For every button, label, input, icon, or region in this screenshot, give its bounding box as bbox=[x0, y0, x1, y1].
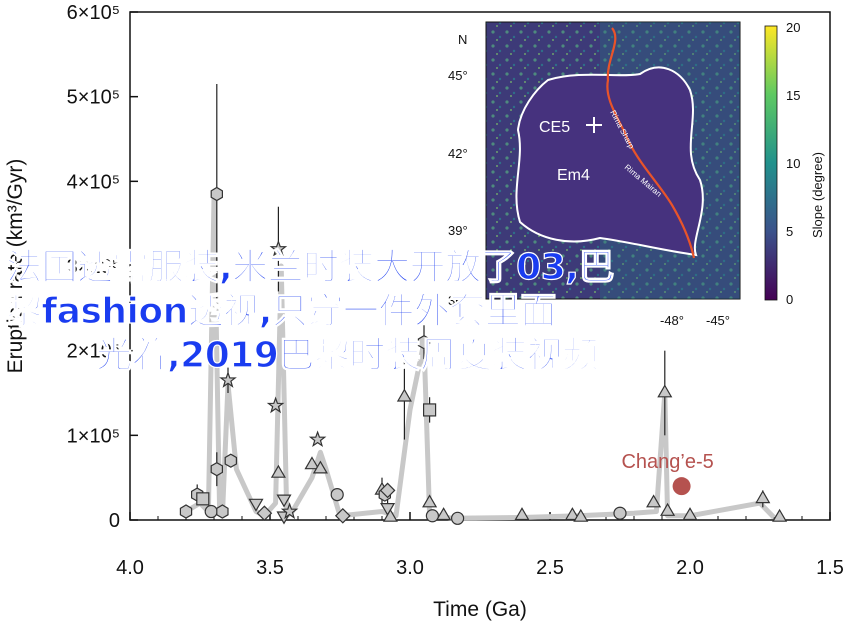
data-point-triangle-up bbox=[396, 388, 412, 402]
data-point-star bbox=[280, 502, 299, 520]
y-tick-label: 6×10⁵ bbox=[67, 2, 120, 24]
y-axis-ticks: 0 1×10⁵ 2×10⁵ 3×10⁵ 4×10⁵ 5×10⁵ 6×10⁵ bbox=[67, 2, 138, 532]
north-label: N bbox=[458, 32, 467, 47]
data-point-circle bbox=[451, 511, 465, 525]
x-tick-label: 1.5 bbox=[816, 557, 844, 579]
colorbar-tick-0: 0 bbox=[786, 292, 793, 307]
inset-map: CE5 Em4 Rima Sharp Rima Mairan N 45° 42°… bbox=[448, 20, 825, 328]
lat-tick-45: 45° bbox=[448, 68, 468, 83]
data-point-circle bbox=[330, 488, 344, 502]
y-tick-label: 0 bbox=[109, 510, 120, 532]
data-point-circle bbox=[425, 509, 439, 523]
data-point-hexagon bbox=[210, 462, 223, 477]
rima-line bbox=[606, 27, 696, 259]
x-axis-title: Time (Ga) bbox=[433, 598, 527, 621]
colorbar-tick-5: 5 bbox=[786, 224, 793, 239]
y-tick-label: 5×10⁵ bbox=[67, 87, 120, 109]
data-point-star bbox=[269, 239, 288, 257]
data-point-triangle-down bbox=[380, 503, 396, 516]
data-point-triangle-up bbox=[646, 494, 662, 508]
colorbar bbox=[764, 25, 778, 301]
highlight-marker bbox=[672, 477, 691, 496]
data-point-triangle-up bbox=[564, 507, 580, 521]
lat-tick-36: 36° bbox=[448, 293, 468, 308]
ce5-label: CE5 bbox=[539, 119, 570, 136]
data-point-square bbox=[196, 492, 210, 506]
em4-label: Em4 bbox=[557, 167, 590, 184]
data-point-triangle-up bbox=[514, 507, 530, 521]
data-point-triangle-up bbox=[304, 456, 320, 470]
x-tick-label: 2.0 bbox=[676, 557, 704, 579]
data-markers bbox=[179, 186, 788, 525]
data-point-circle bbox=[204, 504, 218, 519]
overlay-line-1: 法国透露服装,米兰时装大开放了03,巴 bbox=[5, 246, 615, 288]
y-tick-label: 2×10⁵ bbox=[67, 341, 120, 363]
data-point-triangle-down bbox=[248, 498, 264, 512]
y-axis-title: Eruption rate (km³/Gyr) bbox=[4, 159, 27, 374]
y-tick-label: 4×10⁵ bbox=[67, 171, 120, 193]
data-point-square bbox=[423, 403, 437, 417]
y-tick-label: 1×10⁵ bbox=[67, 425, 120, 447]
x-tick-label: 4.0 bbox=[116, 557, 144, 579]
data-point-triangle-up bbox=[682, 507, 698, 521]
data-point-hexagon bbox=[417, 335, 431, 350]
data-point-circle bbox=[613, 506, 627, 520]
data-point-diamond bbox=[256, 505, 273, 522]
x-tick-label: 3.0 bbox=[396, 557, 424, 579]
x-tick-label: 3.5 bbox=[256, 557, 284, 579]
overlay-caption: 法国透露服装,米兰时装大开放了03,巴 黎fashion透视,只穿一件外套里面 … bbox=[5, 246, 766, 378]
colorbar-tick-20: 20 bbox=[786, 20, 800, 35]
x-tick-label: 2.5 bbox=[536, 557, 564, 579]
overlay-line-3: 光着,2019巴黎时装周夏装视频 bbox=[95, 334, 599, 376]
data-point-triangle-up bbox=[657, 384, 673, 398]
data-point-star bbox=[308, 430, 327, 448]
data-point-star bbox=[266, 396, 285, 414]
data-point-triangle-up bbox=[755, 490, 771, 504]
data-point-star bbox=[219, 370, 237, 388]
data-point-hexagon bbox=[216, 504, 229, 519]
highlight-label: Chang’e-5 bbox=[621, 451, 713, 473]
x-axis-ticks: 4.0 3.5 3.0 2.5 2.0 1.5 bbox=[116, 512, 844, 579]
colorbar-title: Slope (degree) bbox=[810, 152, 825, 238]
data-point-triangle-up bbox=[382, 508, 398, 522]
y-tick-label: 3×10⁵ bbox=[67, 256, 120, 278]
data-point-hexagon bbox=[179, 504, 193, 519]
data-point-triangle-up bbox=[270, 464, 286, 478]
ce5-cross-icon bbox=[586, 117, 602, 133]
data-point-triangle-up bbox=[312, 460, 328, 474]
data-point-triangle-down bbox=[276, 494, 292, 508]
data-point-triangle-up bbox=[422, 494, 438, 508]
lat-tick-39: 39° bbox=[448, 223, 468, 238]
lon-tick-45: -45° bbox=[706, 313, 730, 328]
lon-tick-48: -48° bbox=[660, 313, 684, 328]
data-point-hexagon bbox=[210, 186, 223, 202]
colorbar-tick-15: 15 bbox=[786, 88, 800, 103]
lat-tick-42: 42° bbox=[448, 146, 468, 161]
data-point-diamond bbox=[379, 482, 396, 499]
data-point-triangle-up bbox=[573, 508, 589, 522]
colorbar-tick-10: 10 bbox=[786, 156, 800, 171]
data-point-diamond bbox=[334, 507, 351, 524]
data-point-triangle-up bbox=[660, 502, 676, 516]
data-point-hexagon bbox=[224, 453, 237, 468]
data-point-triangle-up bbox=[772, 508, 788, 522]
data-point-triangle-up bbox=[436, 507, 452, 521]
em4-unit-outline bbox=[515, 66, 704, 257]
overlay-line-2: 黎fashion透视,只穿一件外套里面 bbox=[5, 290, 557, 332]
